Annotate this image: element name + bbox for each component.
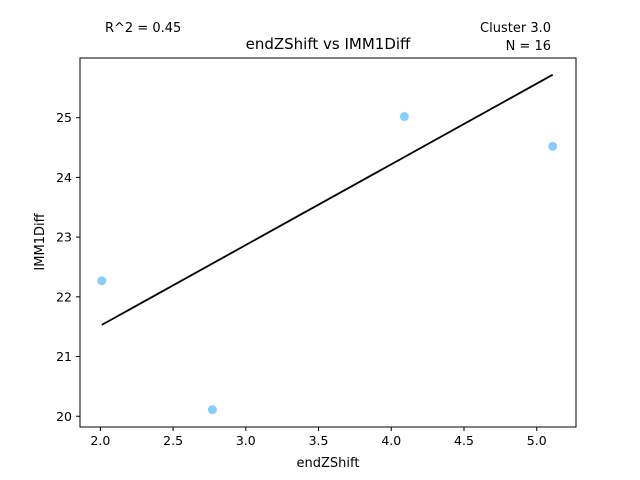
- plot-content: [97, 73, 558, 415]
- y-tick-label: 25: [56, 110, 72, 125]
- y-axis-label: IMM1Diff: [33, 212, 48, 270]
- scatter-point: [97, 276, 107, 286]
- n-annotation: N = 16: [506, 39, 551, 54]
- y-tick-label: 22: [56, 289, 72, 304]
- y-tick-label: 23: [56, 230, 72, 245]
- x-tick-label: 3.0: [236, 433, 256, 448]
- scatter-point: [207, 405, 217, 415]
- y-tick-label: 20: [56, 409, 72, 424]
- x-axis: 2.0 2.5 3.0 3.5 4.0 4.5 5.0: [90, 427, 547, 448]
- x-tick-label: 2.5: [163, 433, 183, 448]
- x-tick-label: 4.5: [454, 433, 474, 448]
- scatter-point: [399, 112, 409, 122]
- x-tick-label: 4.0: [381, 433, 401, 448]
- fit-line: [101, 73, 554, 326]
- chart-title: endZShift vs IMM1Diff: [246, 35, 411, 53]
- y-tick-label: 24: [56, 170, 72, 185]
- plot-frame: [79, 57, 577, 428]
- x-tick-label: 2.0: [90, 433, 110, 448]
- y-tick-label: 21: [56, 349, 72, 364]
- x-axis-label: endZShift: [297, 456, 360, 471]
- x-tick-label: 5.0: [527, 433, 547, 448]
- x-tick-label: 3.5: [309, 433, 329, 448]
- cluster-annotation: Cluster 3.0: [480, 21, 551, 36]
- r-squared-annotation: R^2 = 0.45: [105, 21, 181, 36]
- scatter-point: [548, 141, 558, 151]
- y-axis: 20 21 22 23 24 25: [56, 110, 80, 424]
